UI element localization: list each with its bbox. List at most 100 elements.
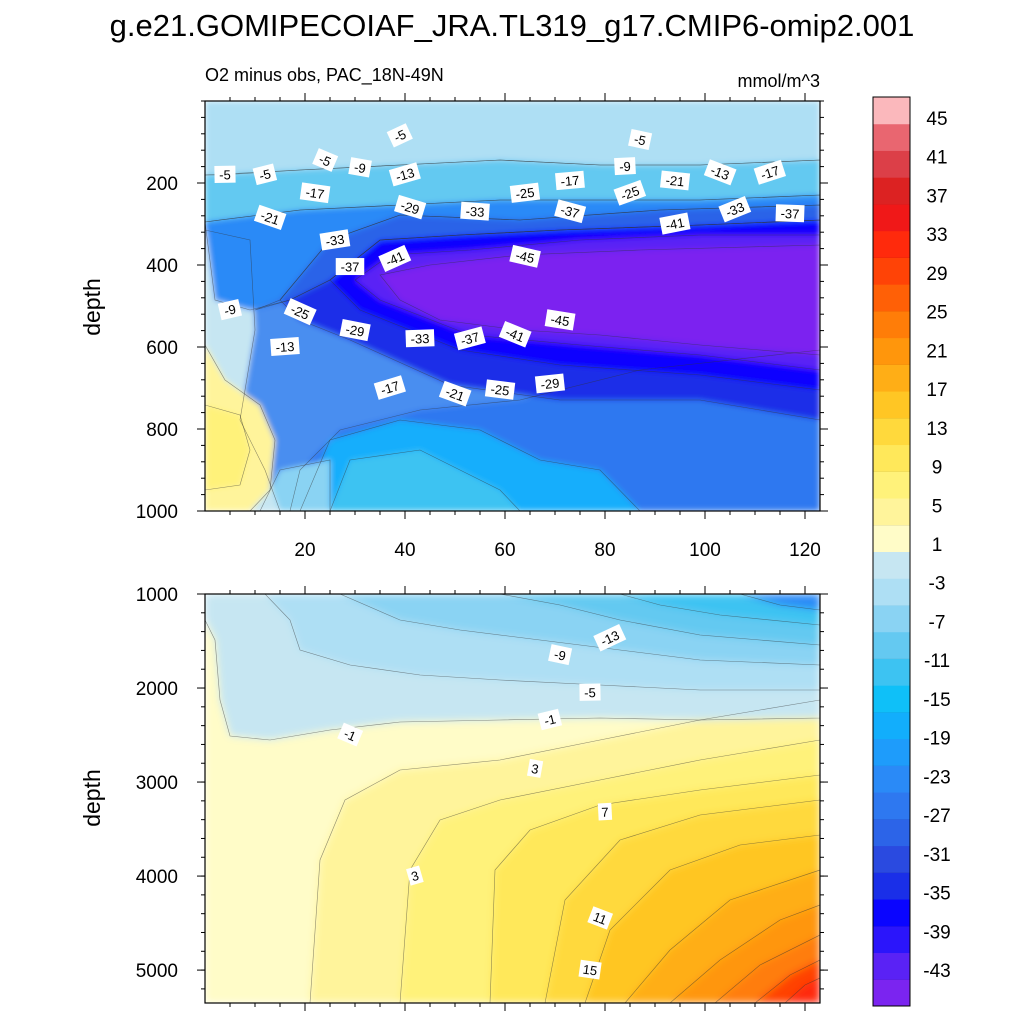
contour-label-box bbox=[312, 148, 339, 172]
colorbar-swatch bbox=[873, 444, 910, 472]
contour-label-text: -1 bbox=[342, 726, 359, 744]
contour-label-box bbox=[597, 802, 613, 821]
y-tick-label: 400 bbox=[146, 256, 178, 277]
contour-isoline bbox=[379, 244, 820, 356]
colorbar-swatch bbox=[873, 578, 910, 606]
contour-label-text: -13 bbox=[275, 339, 295, 355]
lower-y-axis-label: depth bbox=[79, 769, 105, 827]
colorbar-swatch bbox=[873, 498, 910, 526]
contour-label-text: -45 bbox=[550, 311, 571, 329]
colorbar-swatch bbox=[873, 364, 910, 392]
colorbar-label: 1 bbox=[932, 535, 943, 556]
contour-isoline bbox=[259, 459, 331, 511]
colorbar-label: -43 bbox=[923, 961, 950, 982]
contour-label-text: -17 bbox=[379, 378, 401, 398]
contour-label-box bbox=[405, 329, 435, 348]
contour-label: -25 bbox=[283, 298, 317, 326]
contour-isoline bbox=[739, 594, 820, 611]
colorbar-label: -11 bbox=[924, 651, 950, 672]
colorbar-swatch bbox=[873, 658, 910, 686]
colorbar-swatch bbox=[873, 738, 910, 766]
contour-label: -17 bbox=[373, 375, 406, 400]
contour-isoline bbox=[669, 904, 820, 1003]
contour-label-text: -13 bbox=[709, 162, 732, 183]
colorbar-label: 45 bbox=[926, 109, 947, 130]
colorbar-frame bbox=[872, 96, 911, 1007]
contour-label: -5 bbox=[214, 165, 236, 183]
contour-label-box bbox=[593, 624, 627, 652]
colorbar-swatch bbox=[873, 150, 910, 178]
contour-label-text: -25 bbox=[515, 185, 535, 202]
contour-label-box bbox=[394, 194, 427, 220]
contour-label-text: -25 bbox=[490, 381, 510, 398]
contour-isoline bbox=[784, 977, 820, 1003]
contour-label-text: -29 bbox=[344, 321, 365, 339]
upper-axis-ticks: 200 400 600 800 1000 20 40 60 80 100 120 bbox=[136, 93, 828, 561]
contour-label: -9 bbox=[614, 157, 636, 176]
contour-label-text: -33 bbox=[410, 331, 429, 347]
contour-isoline bbox=[754, 959, 820, 1003]
contour-label-text: -5 bbox=[392, 127, 409, 145]
contour-label: -25 bbox=[484, 379, 516, 400]
contour-label-text: -41 bbox=[383, 248, 406, 269]
units-label: mmol/m^3 bbox=[738, 71, 820, 91]
contour-label-text: -13 bbox=[598, 627, 621, 649]
y-tick-label: 800 bbox=[146, 420, 178, 441]
contour-label-text: -25 bbox=[619, 183, 642, 204]
contour-label-box bbox=[509, 182, 541, 203]
contour-label: -17 bbox=[299, 182, 331, 204]
contour-isoline bbox=[714, 934, 820, 1003]
contour-label: 3 bbox=[406, 865, 424, 886]
colorbar: 45 41 37 33 29 25 21 17 13 9 5 1 -3 -7 -11 -15 -19 -23 -27… bbox=[872, 96, 951, 1007]
contour-label-box bbox=[270, 337, 300, 356]
contour-label: -1 bbox=[537, 708, 563, 731]
contour-label-text: -17 bbox=[305, 185, 326, 202]
y-tick-label: 2000 bbox=[136, 679, 178, 700]
contour-label: -5 bbox=[579, 683, 601, 701]
contour-isoline bbox=[329, 449, 521, 511]
contour-label-text: -17 bbox=[759, 163, 782, 183]
contour-label-box bbox=[252, 163, 278, 186]
contour-isoline bbox=[205, 404, 251, 491]
colorbar-swatch bbox=[873, 711, 910, 740]
contour-label-text: -33 bbox=[465, 204, 485, 220]
contour-label-box bbox=[217, 298, 243, 321]
upper-band-light-cyan bbox=[330, 450, 520, 511]
contour-isoline bbox=[354, 234, 820, 371]
colorbar-swatch bbox=[873, 391, 910, 419]
contour-label-box bbox=[537, 708, 563, 731]
contour-label-text: -9 bbox=[553, 647, 567, 664]
x-tick-label: 100 bbox=[689, 540, 721, 561]
x-tick-label: 60 bbox=[494, 540, 515, 561]
upper-band-oxygen-min-core bbox=[380, 245, 820, 355]
colorbar-swatch bbox=[873, 284, 910, 312]
contour-label-text: -45 bbox=[514, 247, 536, 266]
contour-isoline bbox=[264, 594, 820, 691]
lower-band-red bbox=[785, 978, 820, 1003]
contour-label: -45 bbox=[509, 244, 541, 268]
contour-label-box bbox=[775, 204, 805, 223]
contour-isoline bbox=[584, 834, 820, 1003]
colorbar-label: -3 bbox=[929, 574, 946, 595]
contour-label: -33 bbox=[718, 195, 752, 223]
contour-label: -1 bbox=[337, 722, 364, 747]
contour-isoline bbox=[339, 594, 820, 666]
upper-band-surface-light bbox=[205, 101, 820, 175]
colorbar-label: -27 bbox=[923, 806, 950, 827]
contour-label-box bbox=[484, 379, 516, 400]
contour-label-box bbox=[703, 159, 737, 186]
contour-isoline bbox=[619, 594, 820, 626]
contour-label-text: -13 bbox=[394, 165, 416, 185]
y-tick-label: 200 bbox=[146, 174, 178, 195]
contour-label-text: -1 bbox=[543, 711, 558, 728]
contour-label-text: 11 bbox=[591, 909, 609, 928]
panel-subtitle: O2 minus obs, PAC_18N-49N bbox=[205, 65, 444, 86]
contour-label-text: -37 bbox=[559, 202, 581, 221]
contour-label-text: -9 bbox=[353, 159, 367, 176]
contour-label: -29 bbox=[394, 194, 427, 220]
colorbar-label: 29 bbox=[926, 264, 947, 285]
colorbar-label: -35 bbox=[923, 884, 950, 905]
colorbar-swatch bbox=[873, 230, 910, 258]
